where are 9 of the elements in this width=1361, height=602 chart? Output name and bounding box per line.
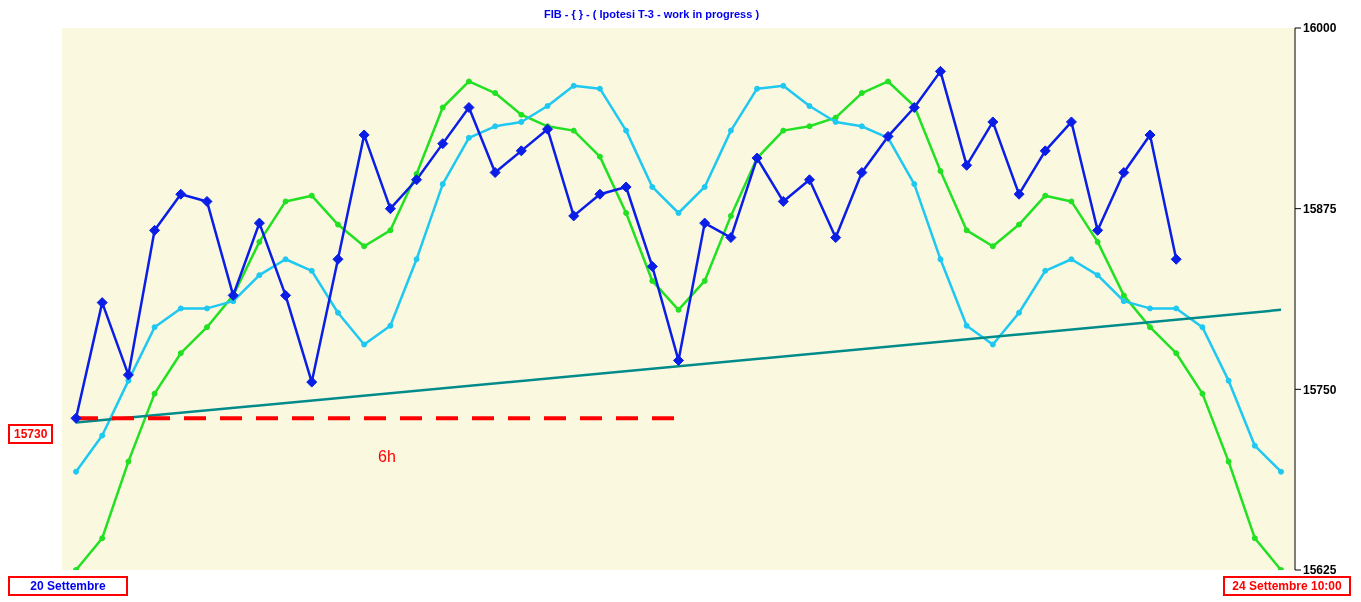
- y-tick-label: 15750: [1303, 382, 1337, 397]
- annotation: 6h: [378, 448, 396, 466]
- text: 20 Settembre: [8, 576, 128, 596]
- y-tick-label: 15625: [1303, 563, 1337, 578]
- text: 15730: [8, 424, 54, 445]
- text: 24 Settembre 10:00: [1223, 576, 1351, 596]
- chart-title: FIB - { } - ( Ipotesi T-3 - work in progress ): [542, 8, 761, 20]
- y-tick-label: 16000: [1303, 21, 1337, 36]
- y-tick-label: 15875: [1303, 201, 1337, 216]
